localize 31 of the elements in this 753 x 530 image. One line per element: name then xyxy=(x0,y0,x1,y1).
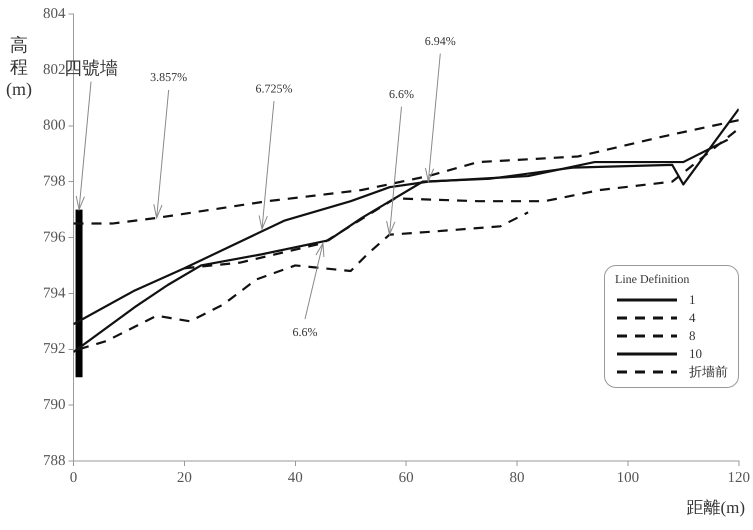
annotation: 6.6% xyxy=(292,325,318,340)
x-axis-title: 距離(m) xyxy=(686,497,745,519)
x-tick-label: 80 xyxy=(510,470,524,486)
y-tick-label: 802 xyxy=(43,62,66,78)
y-tick-label: 800 xyxy=(43,118,66,134)
y-tick-label: 790 xyxy=(43,397,66,414)
x-tick-label: 60 xyxy=(398,470,414,486)
legend-label: 4 xyxy=(689,310,696,326)
x-tick-label: 40 xyxy=(288,470,303,486)
y-axis-title: 高程(m) xyxy=(6,34,32,100)
x-tick-label: 100 xyxy=(616,470,640,486)
y-tick-label: 788 xyxy=(43,452,66,469)
y-tick-label: 794 xyxy=(43,285,66,302)
y-tick-label: 798 xyxy=(43,174,66,190)
legend-label: 1 xyxy=(689,292,696,308)
annotation: 3.857% xyxy=(150,70,188,84)
annotation: 6.725% xyxy=(255,81,292,96)
y-tick-label: 804 xyxy=(43,6,66,22)
line-series xyxy=(78,211,530,350)
legend-label: 8 xyxy=(689,328,696,344)
y-tick-label: 796 xyxy=(43,229,66,246)
legend-title: Line Definition xyxy=(615,272,690,287)
x-tick-label: 120 xyxy=(728,470,750,486)
annotation: 四號墻 xyxy=(64,58,118,80)
legend-label: 折墻前 xyxy=(689,363,728,381)
annotation: 6.94% xyxy=(424,34,456,48)
annotation: 6.6% xyxy=(388,86,414,101)
y-tick-label: 792 xyxy=(43,341,66,358)
x-tick-label: 20 xyxy=(176,470,192,486)
x-tick-label: 0 xyxy=(70,470,78,486)
legend-label: 10 xyxy=(689,346,702,362)
